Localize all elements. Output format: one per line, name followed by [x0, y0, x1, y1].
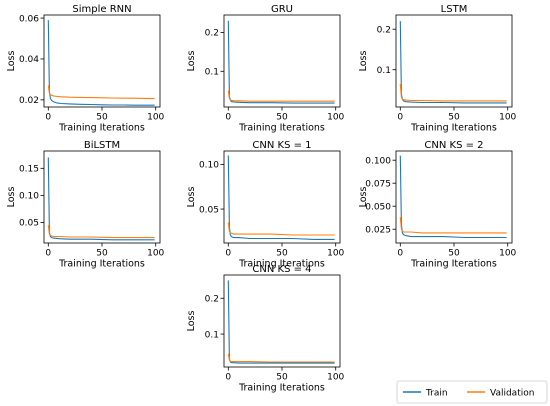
- x-tick-label: 50: [96, 113, 108, 123]
- x-tick-label: 0: [397, 113, 403, 123]
- y-tick-label: 0.10: [199, 161, 219, 171]
- train-loss-line: [399, 155, 507, 239]
- y-tick-label: 0.1: [205, 67, 219, 77]
- validation-loss-line: [47, 225, 155, 239]
- x-tick-label: 100: [147, 113, 164, 123]
- x-tick-label: 50: [276, 113, 288, 123]
- x-tick-label: 0: [397, 249, 403, 259]
- x-tick-label: 0: [225, 113, 231, 123]
- subplot-4: 0 50 100 0.05 0.10 0.15 BiLSTM Training Iterati…: [6, 140, 165, 270]
- subplot-title: CNN KS = 2: [424, 140, 483, 151]
- y-tick-label: 0.05: [199, 205, 219, 215]
- validation-loss-line: [227, 222, 335, 236]
- y-tick-label: 0.1: [377, 66, 391, 76]
- y-tick-label: 0.05: [19, 219, 39, 229]
- subplot-1: 0 50 100 0.02 0.04 0.06 Simple RNN Training Ite…: [6, 4, 165, 134]
- validation-loss-line: [227, 90, 335, 102]
- plot-frame: [395, 150, 513, 244]
- x-tick-label: 100: [327, 373, 344, 383]
- y-tick-label: 0.100: [365, 156, 391, 166]
- x-tick-label: 50: [276, 373, 288, 383]
- y-axis-label: Loss: [358, 51, 369, 72]
- y-axis-label: Loss: [186, 51, 197, 72]
- subplot-title: LSTM: [441, 4, 468, 15]
- y-axis-label: Loss: [186, 311, 197, 332]
- subplot-title: CNN KS = 1: [252, 140, 311, 151]
- x-tick-label: 100: [147, 249, 164, 259]
- x-tick-label: 0: [225, 249, 231, 259]
- x-axis-label: Training Iterations: [410, 259, 497, 270]
- subplot-5: 0 50 100 0.05 0.10 CNN KS = 1 Training Iterati…: [186, 140, 345, 270]
- x-tick-label: 0: [45, 113, 51, 123]
- y-axis-label: Loss: [186, 187, 197, 208]
- plot-frame: [43, 14, 161, 108]
- subplot-6: 0 50 100 0.025 0.050 0.075 0.100 CNN KS = 2 Trai…: [358, 140, 517, 270]
- y-tick-label: 0.2: [377, 25, 391, 35]
- train-loss-line: [227, 20, 335, 104]
- y-tick-label: 0.02: [19, 96, 39, 106]
- train-loss-line: [47, 20, 155, 106]
- subplot-title: GRU: [271, 4, 293, 15]
- x-tick-label: 50: [96, 249, 108, 259]
- x-tick-label: 0: [225, 373, 231, 383]
- x-axis-label: Training Iterations: [410, 123, 497, 134]
- x-axis-label: Training Iterations: [238, 259, 325, 270]
- y-tick-label: 0.2: [205, 294, 219, 304]
- y-tick-label: 0.075: [365, 179, 391, 189]
- validation-loss-line: [227, 353, 335, 363]
- x-axis-label: Training Iterations: [58, 259, 145, 270]
- x-tick-label: 100: [499, 113, 516, 123]
- y-tick-label: 0.025: [365, 225, 391, 235]
- train-loss-line: [399, 21, 507, 104]
- legend-validation-label: Validation: [490, 389, 534, 399]
- plot-frame: [43, 150, 161, 244]
- x-axis-label: Training Iterations: [238, 383, 325, 394]
- y-tick-label: 0.10: [19, 192, 39, 202]
- y-axis-label: Loss: [358, 187, 369, 208]
- subplot-7: 0 50 100 0.1 0.2 CNN KS = 4 Training Iteration…: [186, 264, 345, 394]
- x-axis-label: Training Iterations: [58, 123, 145, 134]
- x-tick-label: 50: [448, 249, 460, 259]
- y-axis-label: Loss: [6, 51, 17, 72]
- subplot-2: 0 50 100 0.1 0.2 GRU Training Iterations Loss: [186, 4, 345, 134]
- legend: Train Validation: [396, 380, 548, 404]
- subplot-title: Simple RNN: [72, 4, 131, 15]
- x-tick-label: 50: [448, 113, 460, 123]
- train-loss-line: [227, 280, 335, 364]
- plot-frame: [223, 150, 341, 244]
- y-tick-label: 0.06: [19, 14, 39, 24]
- y-tick-label: 0.050: [365, 202, 391, 212]
- legend-train-label: Train: [425, 389, 448, 399]
- y-tick-label: 0.2: [205, 29, 219, 39]
- y-tick-label: 0.04: [19, 55, 39, 65]
- y-axis-label: Loss: [6, 187, 17, 208]
- x-tick-label: 0: [45, 249, 51, 259]
- x-axis-label: Training Iterations: [238, 123, 325, 134]
- x-tick-label: 100: [499, 249, 516, 259]
- plot-frame: [223, 274, 341, 368]
- x-tick-label: 50: [276, 249, 288, 259]
- train-loss-line: [227, 155, 335, 240]
- plot-frame: [395, 14, 513, 108]
- validation-loss-line: [47, 85, 155, 100]
- subplot-title: BiLSTM: [84, 140, 120, 151]
- y-tick-label: 0.1: [205, 330, 219, 340]
- validation-loss-line: [399, 217, 507, 234]
- plot-frame: [223, 14, 341, 108]
- validation-loss-line: [399, 83, 507, 102]
- x-tick-label: 100: [327, 249, 344, 259]
- train-loss-line: [47, 157, 155, 241]
- subplot-title: CNN KS = 4: [252, 264, 311, 275]
- subplot-3: 0 50 100 0.1 0.2 LSTM Training Iterations Loss: [358, 4, 517, 134]
- x-tick-label: 100: [327, 113, 344, 123]
- y-tick-label: 0.15: [19, 165, 39, 175]
